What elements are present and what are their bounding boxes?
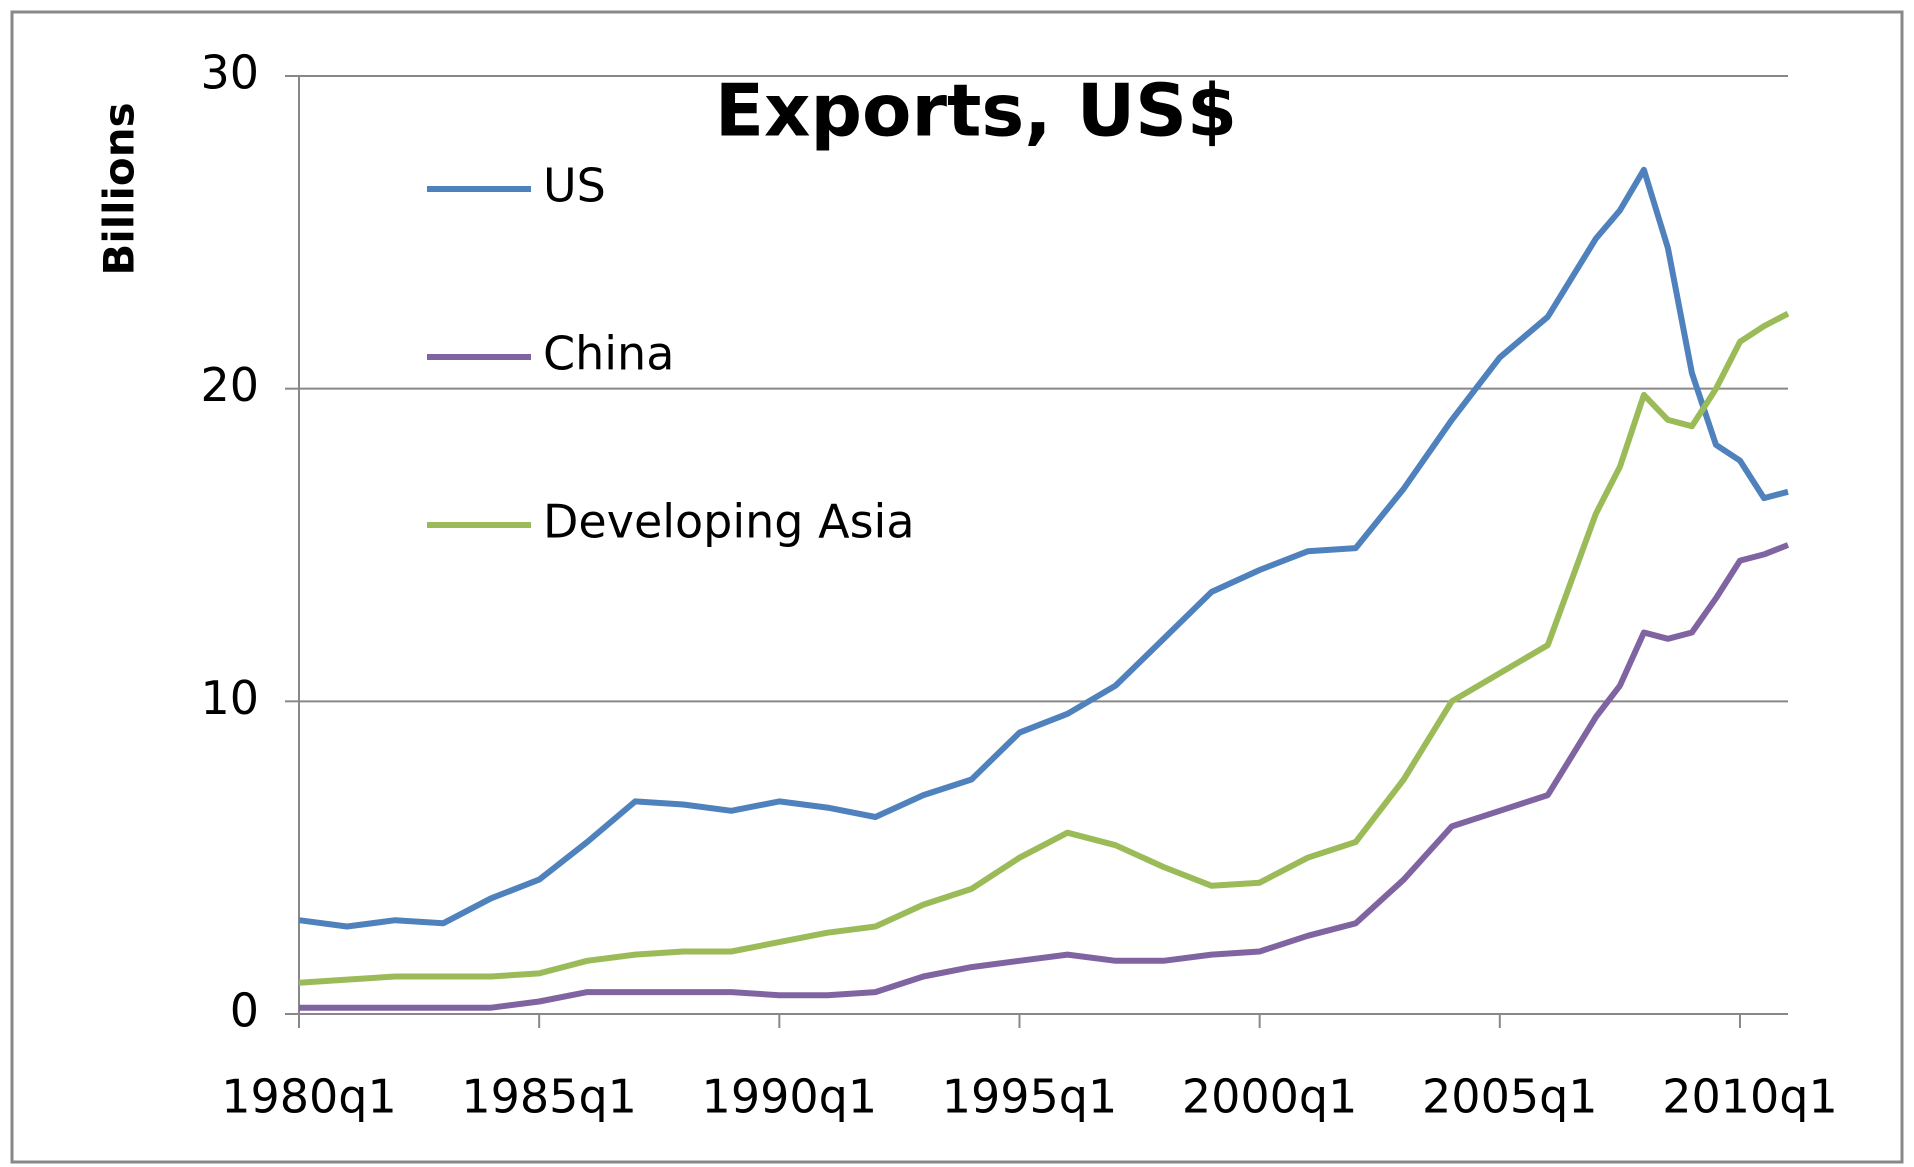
legend-label: China xyxy=(543,327,674,381)
chart-title: Exports, US$ xyxy=(715,69,1237,153)
x-tick-label: 1995q1 xyxy=(942,1070,1118,1124)
x-tick-label: 1985q1 xyxy=(461,1070,637,1124)
y-tick-label: 30 xyxy=(200,46,259,100)
x-tick-label: 1990q1 xyxy=(702,1070,878,1124)
series-line xyxy=(298,166,1789,930)
y-tick-label: 0 xyxy=(230,984,259,1038)
x-tick-label: 2000q1 xyxy=(1182,1070,1358,1124)
y-tick-label: 10 xyxy=(200,671,259,725)
x-tick-label: 2010q1 xyxy=(1662,1070,1838,1124)
series-line xyxy=(299,542,1790,1011)
y-axis-label: Billions xyxy=(95,102,144,275)
series-line xyxy=(298,310,1790,986)
y-tick-label: 20 xyxy=(200,358,259,412)
x-tick-label: 1980q1 xyxy=(221,1070,397,1124)
x-tick-label: 2005q1 xyxy=(1422,1070,1598,1124)
chart-frame xyxy=(10,10,1904,1164)
legend-label: Developing Asia xyxy=(543,495,915,549)
legend-label: US xyxy=(543,159,606,213)
